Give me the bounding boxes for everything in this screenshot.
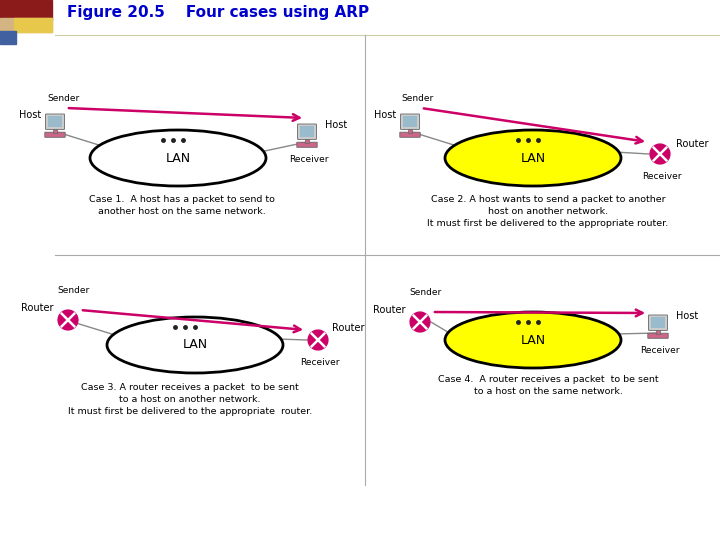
Text: another host on the same network.: another host on the same network. xyxy=(98,207,266,217)
Bar xyxy=(48,116,62,127)
Bar xyxy=(53,129,57,132)
Bar xyxy=(14,18,52,32)
Bar xyxy=(408,129,412,132)
Text: Router: Router xyxy=(22,303,54,313)
Text: Router: Router xyxy=(676,139,708,149)
Bar xyxy=(651,318,665,328)
Bar xyxy=(305,139,309,143)
Text: Host: Host xyxy=(325,120,347,130)
Circle shape xyxy=(308,330,328,350)
Text: Figure 20.5    Four cases using ARP: Figure 20.5 Four cases using ARP xyxy=(67,5,369,21)
FancyBboxPatch shape xyxy=(297,142,318,147)
Text: Case 2. A host wants to send a packet to another: Case 2. A host wants to send a packet to… xyxy=(431,195,665,205)
Bar xyxy=(402,116,417,127)
Text: Case 4.  A router receives a packet  to be sent: Case 4. A router receives a packet to be… xyxy=(438,375,658,384)
Text: host on another network.: host on another network. xyxy=(488,207,608,217)
Text: Sender: Sender xyxy=(57,286,89,295)
Bar xyxy=(300,126,314,137)
FancyBboxPatch shape xyxy=(45,114,65,130)
Text: Host: Host xyxy=(19,110,41,120)
Ellipse shape xyxy=(445,312,621,368)
Text: Host: Host xyxy=(676,311,698,321)
Text: Case 1.  A host has a packet to send to: Case 1. A host has a packet to send to xyxy=(89,195,275,205)
FancyBboxPatch shape xyxy=(648,333,668,338)
FancyBboxPatch shape xyxy=(649,315,667,330)
Text: LAN: LAN xyxy=(166,152,191,165)
Text: Receiver: Receiver xyxy=(300,358,340,367)
Bar xyxy=(0,31,16,44)
Circle shape xyxy=(650,144,670,164)
FancyBboxPatch shape xyxy=(400,114,420,130)
Text: Sender: Sender xyxy=(47,94,79,103)
Circle shape xyxy=(410,312,430,332)
Text: LAN: LAN xyxy=(521,152,546,165)
Text: Case 3. A router receives a packet  to be sent: Case 3. A router receives a packet to be… xyxy=(81,382,299,392)
Text: Sender: Sender xyxy=(409,288,441,297)
FancyBboxPatch shape xyxy=(297,124,317,139)
Bar xyxy=(656,330,660,334)
Circle shape xyxy=(58,310,78,330)
Text: It must first be delivered to the appropriate router.: It must first be delivered to the approp… xyxy=(428,219,669,228)
Ellipse shape xyxy=(445,130,621,186)
Text: to a host on another network.: to a host on another network. xyxy=(120,395,261,403)
Ellipse shape xyxy=(107,317,283,373)
Text: Host: Host xyxy=(374,110,396,120)
Bar xyxy=(0,0,52,20)
Text: LAN: LAN xyxy=(182,339,207,352)
Ellipse shape xyxy=(90,130,266,186)
Text: It must first be delivered to the appropriate  router.: It must first be delivered to the approp… xyxy=(68,407,312,415)
Text: Sender: Sender xyxy=(402,94,434,103)
FancyBboxPatch shape xyxy=(45,132,66,137)
Bar xyxy=(0,18,52,32)
Text: Router: Router xyxy=(374,305,406,315)
Text: Router: Router xyxy=(332,323,364,333)
Text: Receiver: Receiver xyxy=(289,155,329,164)
Text: to a host on the same network.: to a host on the same network. xyxy=(474,388,622,396)
Text: LAN: LAN xyxy=(521,334,546,347)
Text: Receiver: Receiver xyxy=(642,172,682,181)
FancyBboxPatch shape xyxy=(400,132,420,137)
Text: Receiver: Receiver xyxy=(640,346,680,355)
